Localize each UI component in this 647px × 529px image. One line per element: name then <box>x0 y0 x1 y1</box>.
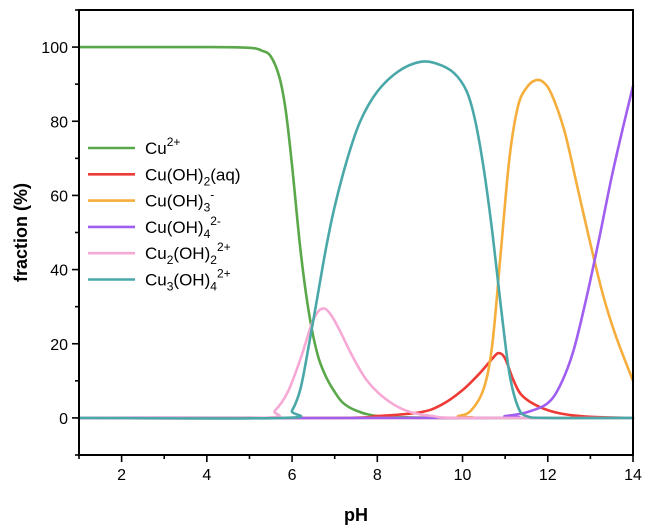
series-line-cu-oh-3 <box>77 78 635 420</box>
legend-label-cu-oh-3: Cu(OH)3- <box>145 188 214 215</box>
legend-label-cu-oh-2-aq: Cu(OH)2(aq) <box>145 165 240 188</box>
x-tick-label-2: 2 <box>117 467 126 484</box>
x-tick-label-14: 14 <box>624 467 642 484</box>
legend-label-cu2: Cu2+ <box>145 135 180 158</box>
legend-label-cu2-oh-2: Cu2(OH)22+ <box>145 240 231 267</box>
x-tick-label-6: 6 <box>288 467 297 484</box>
legend-label-cu3-oh-4: Cu3(OH)42+ <box>145 267 231 294</box>
y-axis-label: fraction (%) <box>11 183 31 282</box>
x-tick-label-12: 12 <box>539 467 557 484</box>
series-line-cu-oh-2-aq <box>77 351 635 420</box>
series-line-cu3-oh-4 <box>77 60 635 420</box>
y-tick-label-60: 60 <box>50 188 68 205</box>
legend: Cu2+ Cu(OH)2(aq)Cu(OH)3-Cu(OH)42-Cu2(OH)2… <box>88 135 240 294</box>
y-tick-label-20: 20 <box>50 337 68 354</box>
y-tick-label-100: 100 <box>41 40 68 57</box>
x-axis-label: pH <box>344 505 368 525</box>
axis-ticks: 2 4 6 8 10 12 14 0 20 40 60 80 100 <box>41 9 642 484</box>
legend-label-cu-oh-4: Cu(OH)42- <box>145 214 221 241</box>
plot-lines <box>77 45 635 420</box>
y-tick-label-80: 80 <box>50 114 68 131</box>
y-tick-label-0: 0 <box>59 411 68 428</box>
x-tick-label-8: 8 <box>373 467 382 484</box>
x-tick-label-10: 10 <box>454 467 472 484</box>
series-line-cu2-oh-2 <box>77 307 635 420</box>
x-tick-label-4: 4 <box>202 467 211 484</box>
y-tick-label-40: 40 <box>50 263 68 280</box>
